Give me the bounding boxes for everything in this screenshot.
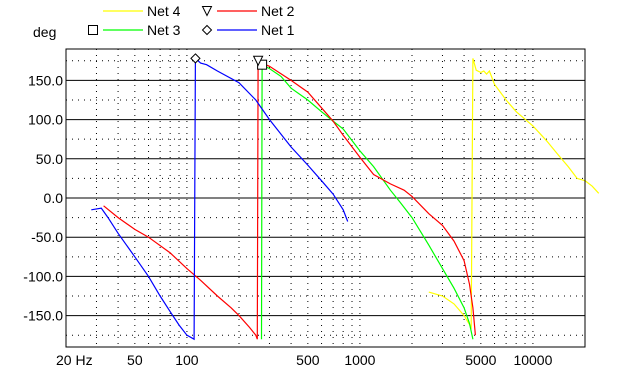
legend-item-net-4: Net 4	[103, 3, 181, 19]
series-marker-net-1	[190, 53, 201, 64]
y-tick-label-0: 150.0	[28, 72, 63, 88]
y-tick-label-1: 100.0	[28, 112, 63, 128]
x-tick-label-4: 1000	[344, 352, 375, 368]
legend-item-net-1: Net 1	[201, 22, 295, 38]
legend-marker	[88, 25, 98, 35]
legend-item-net-3: Net 3	[88, 22, 181, 38]
y-tick-label-4: -50.0	[31, 229, 63, 245]
y-tick-label-6: -150.0	[23, 308, 63, 324]
series-line-net-4	[428, 58, 600, 330]
legend-marker	[201, 24, 213, 36]
series-line-net-3	[260, 63, 474, 340]
legend-label: Net 4	[147, 3, 181, 19]
x-tick-label-6: 10000	[513, 352, 552, 368]
legend-marker	[201, 6, 213, 17]
grid	[66, 49, 585, 347]
x-tick-label-1: 50	[127, 352, 143, 368]
x-tick-label-3: 500	[296, 352, 320, 368]
legend-item-net-2: Net 2	[201, 3, 295, 19]
series-line-net-2	[103, 59, 476, 340]
series-layer	[91, 53, 600, 341]
x-tick-label-5: 5000	[465, 352, 496, 368]
legend-label: Net 2	[261, 3, 295, 19]
x-tick-label-2: 100	[175, 352, 199, 368]
x-tick-label-0: 20 Hz	[56, 352, 93, 368]
y-axis-unit: deg	[33, 24, 56, 40]
series-marker-net-2	[252, 55, 264, 67]
y-tick-label-5: -100.0	[23, 268, 63, 284]
legend-label: Net 3	[147, 22, 181, 38]
x-tick-labels: 20 Hz 50 100 500 1000 5000 10000	[56, 352, 553, 368]
y-tick-labels: 150.0 100.0 50.0 0.0 -50.0 -100.0 -150.0	[23, 72, 63, 323]
y-tick-label-2: 50.0	[36, 151, 63, 167]
plot-area	[65, 48, 586, 348]
legend-label: Net 1	[261, 22, 295, 38]
legend: Net 4 Net 3 Net 2 Net 1	[88, 3, 295, 38]
y-tick-label-3: 0.0	[44, 190, 64, 206]
